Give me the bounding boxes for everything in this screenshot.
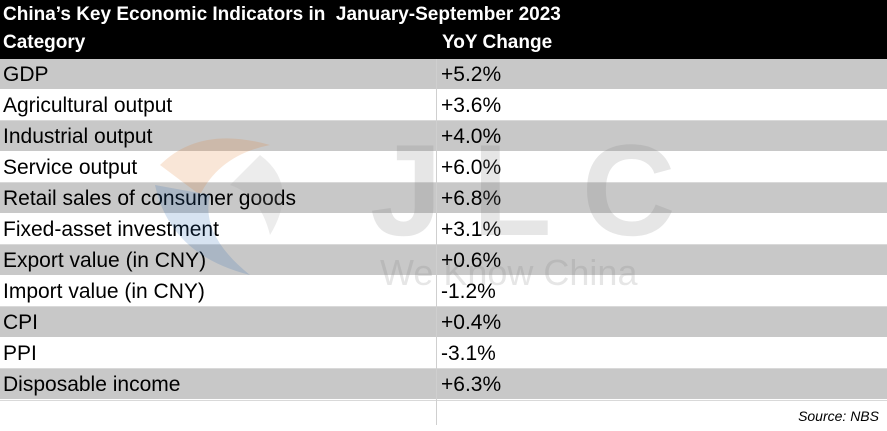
- change-cell: +0.4%: [441, 311, 502, 334]
- table-header: China’s Key Economic Indicators in Janua…: [0, 0, 887, 59]
- table-row: Disposable income +6.3%: [0, 369, 887, 400]
- table-row: Agricultural output +3.6%: [0, 90, 887, 121]
- table-row: CPI +0.4%: [0, 307, 887, 338]
- change-cell: +6.0%: [441, 156, 502, 179]
- category-cell: Industrial output: [3, 125, 153, 148]
- table-row: GDP +5.2%: [0, 59, 887, 90]
- table-row: Import value (in CNY) -1.2%: [0, 276, 887, 307]
- source-note: Source: NBS: [798, 408, 879, 424]
- category-cell: Retail sales of consumer goods: [3, 187, 296, 210]
- table-row: Export value (in CNY) +0.6%: [0, 245, 887, 276]
- change-cell: +3.1%: [441, 218, 502, 241]
- change-cell: +5.2%: [441, 63, 502, 86]
- category-cell: Fixed-asset investment: [3, 218, 219, 241]
- category-cell: Service output: [3, 156, 138, 179]
- table-row: Service output +6.0%: [0, 152, 887, 183]
- table-row: Fixed-asset investment +3.1%: [0, 214, 887, 245]
- table-title: China’s Key Economic Indicators in Janua…: [3, 4, 561, 25]
- category-cell: PPI: [3, 342, 37, 365]
- category-cell: Agricultural output: [3, 94, 173, 117]
- column-header-category: Category: [3, 32, 86, 53]
- category-cell: Import value (in CNY): [3, 280, 205, 303]
- change-cell: +0.6%: [441, 249, 502, 272]
- table-row: Industrial output +4.0%: [0, 121, 887, 152]
- category-cell: Export value (in CNY): [3, 249, 207, 272]
- table-row: Retail sales of consumer goods +6.8%: [0, 183, 887, 214]
- category-cell: CPI: [3, 311, 39, 334]
- change-cell: +6.8%: [441, 187, 502, 210]
- change-cell: -3.1%: [441, 342, 496, 365]
- table-row: PPI -3.1%: [0, 338, 887, 369]
- category-cell: GDP: [3, 63, 49, 86]
- column-divider: [436, 59, 437, 425]
- change-cell: +3.6%: [441, 94, 502, 117]
- category-cell: Disposable income: [3, 373, 181, 396]
- change-cell: +4.0%: [441, 125, 502, 148]
- change-cell: +6.3%: [441, 373, 502, 396]
- table-footer: Source: NBS: [0, 400, 887, 431]
- column-header-yoy-change: YoY Change: [442, 32, 553, 53]
- change-cell: -1.2%: [441, 280, 496, 303]
